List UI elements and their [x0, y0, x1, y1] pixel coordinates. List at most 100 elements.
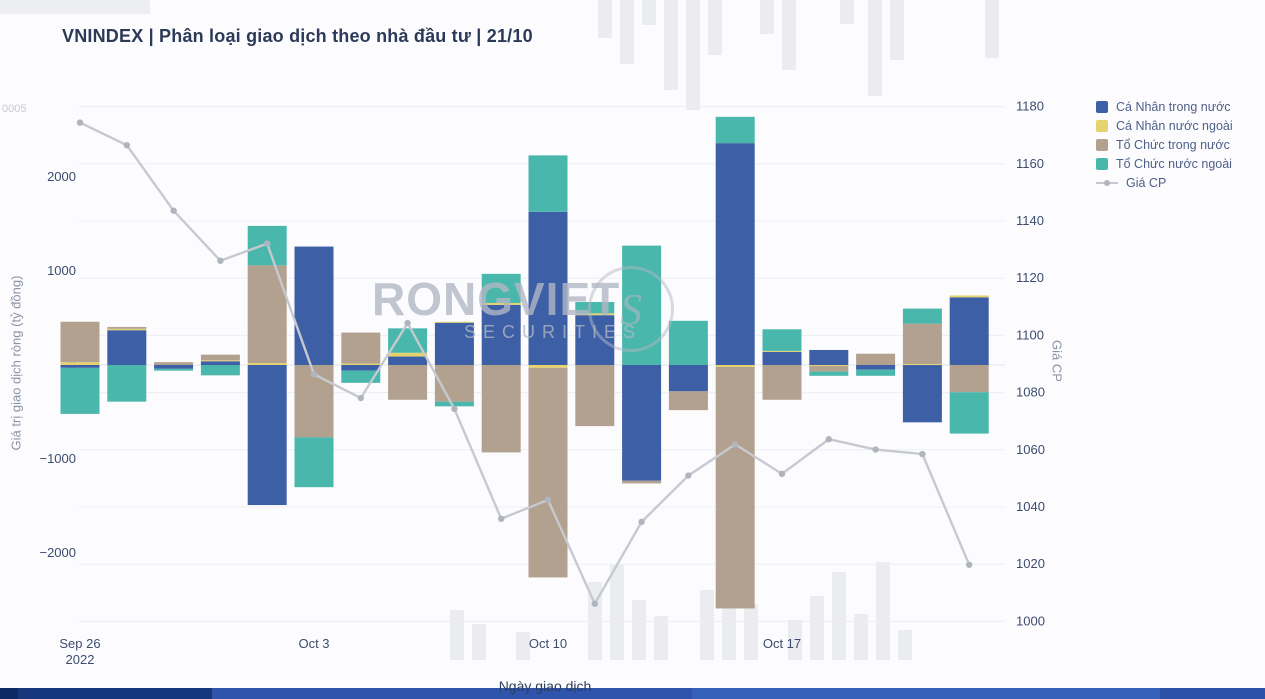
bar-segment[interactable] [902, 308, 942, 324]
bar-segment[interactable] [856, 369, 896, 376]
right-axis-tick-label: 1080 [1016, 385, 1045, 400]
price-line-marker[interactable] [170, 207, 177, 214]
bar-segment[interactable] [481, 273, 521, 303]
price-line-marker[interactable] [76, 119, 84, 126]
bar-segment[interactable] [856, 353, 896, 365]
bar-segment[interactable] [715, 143, 755, 365]
price-line-marker[interactable] [310, 371, 318, 378]
bar-segment[interactable] [481, 302, 521, 305]
bar-segment[interactable] [762, 350, 802, 352]
bar-segment[interactable] [388, 365, 428, 400]
bar-segment[interactable] [107, 328, 147, 331]
bar-segment[interactable] [154, 365, 194, 369]
bar-segment[interactable] [60, 321, 100, 363]
bar-segment[interactable] [809, 371, 849, 376]
bar-segment[interactable] [715, 366, 755, 609]
bar-segment[interactable] [575, 365, 615, 427]
price-line-marker[interactable] [357, 394, 364, 402]
bar-segment[interactable] [200, 354, 240, 361]
bar-segment[interactable] [341, 332, 381, 364]
price-line-marker[interactable] [919, 450, 926, 458]
bar-segment[interactable] [902, 364, 942, 366]
bar-segment[interactable] [622, 245, 662, 365]
bar-segment[interactable] [949, 392, 989, 434]
bar-segment[interactable] [294, 246, 334, 365]
bar-segment[interactable] [809, 365, 849, 366]
legend-item-1[interactable]: Cá Nhân nước ngoài [1096, 116, 1233, 135]
price-line-marker[interactable] [638, 518, 645, 526]
bar-segment[interactable] [575, 315, 615, 365]
price-line-marker[interactable] [451, 405, 458, 413]
bar-segment[interactable] [294, 437, 334, 488]
bar-segment[interactable] [154, 362, 194, 365]
bar-segment[interactable] [668, 320, 708, 365]
bar-segment[interactable] [856, 365, 896, 370]
legend-item-0[interactable]: Cá Nhân trong nước [1096, 97, 1233, 116]
bar-segment[interactable] [762, 329, 802, 351]
bar-segment[interactable] [809, 365, 849, 372]
bar-segment[interactable] [762, 351, 802, 365]
bar-segment[interactable] [154, 368, 194, 371]
bar-segment[interactable] [247, 363, 287, 365]
bar-segment[interactable] [434, 401, 474, 407]
legend-item-3[interactable]: Tổ Chức nước ngoài [1096, 154, 1233, 173]
bar-segment[interactable] [575, 313, 615, 316]
bar-segment[interactable] [107, 330, 147, 365]
bar-segment[interactable] [715, 116, 755, 144]
bar-segment[interactable] [528, 367, 568, 578]
bar-segment[interactable] [949, 295, 989, 298]
price-line-marker[interactable] [217, 257, 224, 264]
background-noise-bar [890, 0, 904, 60]
legend-item-4[interactable]: Giá CP [1096, 173, 1233, 192]
price-line-marker[interactable] [872, 446, 879, 453]
bar-segment[interactable] [341, 370, 381, 383]
background-noise-bar [868, 0, 882, 96]
price-line-marker[interactable] [778, 470, 786, 478]
bar-segment[interactable] [575, 302, 615, 314]
price-line-marker[interactable] [264, 240, 271, 247]
bar-segment[interactable] [809, 349, 849, 365]
bar-segment[interactable] [200, 365, 240, 376]
price-line-marker[interactable] [966, 561, 973, 568]
bar-segment[interactable] [481, 365, 521, 453]
price-line-marker[interactable] [732, 441, 739, 448]
price-line-marker[interactable] [404, 319, 411, 327]
bar-segment[interactable] [668, 391, 708, 411]
bar-segment[interactable] [949, 365, 989, 393]
bar-segment[interactable] [200, 360, 240, 362]
bar-segment[interactable] [341, 365, 381, 371]
price-line-marker[interactable] [591, 600, 598, 607]
bar-segment[interactable] [715, 365, 755, 367]
bar-segment[interactable] [434, 322, 474, 365]
price-line-marker[interactable] [498, 515, 505, 522]
background-noise-bar [610, 564, 624, 660]
bar-segment[interactable] [762, 365, 802, 400]
bar-segment[interactable] [107, 365, 147, 402]
bar-segment[interactable] [528, 365, 568, 368]
bar-segment[interactable] [622, 365, 662, 481]
bar-segment[interactable] [388, 352, 428, 357]
bar-segment[interactable] [481, 304, 521, 365]
bar-segment[interactable] [434, 321, 474, 323]
bar-segment[interactable] [528, 155, 568, 212]
bar-segment[interactable] [902, 323, 942, 365]
bar-segment[interactable] [247, 365, 287, 506]
screen-edge-artifact [0, 0, 150, 14]
bar-segment[interactable] [388, 356, 428, 365]
bar-segment[interactable] [341, 363, 381, 365]
bar-segment[interactable] [60, 362, 100, 365]
bar-segment[interactable] [528, 211, 568, 365]
price-line-marker[interactable] [544, 496, 552, 504]
legend-item-2[interactable]: Tổ Chức trong nước [1096, 135, 1233, 154]
bar-segment[interactable] [107, 326, 147, 329]
bar-segment[interactable] [200, 361, 240, 365]
bar-segment[interactable] [60, 365, 100, 368]
price-line-marker[interactable] [825, 436, 832, 443]
bar-segment[interactable] [668, 365, 708, 392]
price-line-marker[interactable] [685, 472, 692, 479]
bar-segment[interactable] [60, 367, 100, 414]
price-line-marker[interactable] [123, 141, 130, 149]
bar-segment[interactable] [902, 365, 942, 423]
bar-segment[interactable] [622, 480, 662, 484]
bar-segment[interactable] [949, 297, 989, 365]
